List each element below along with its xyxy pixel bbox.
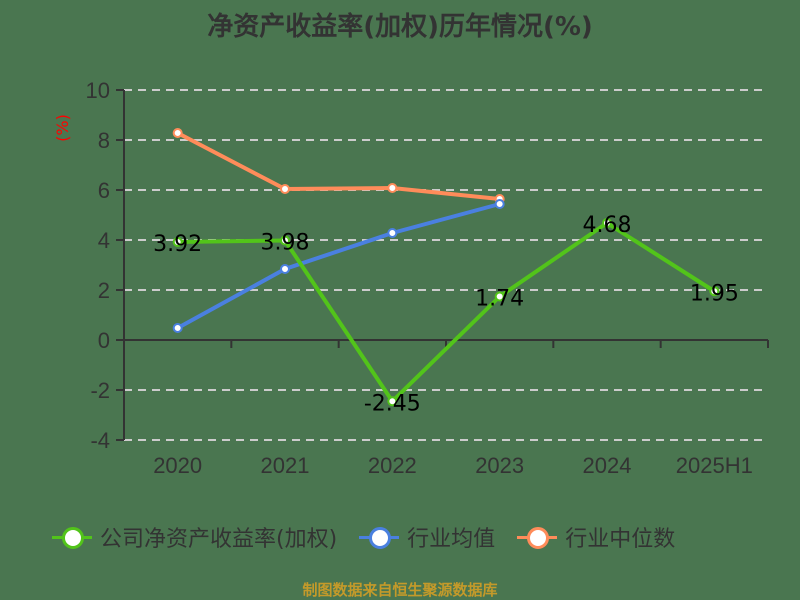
y-tick-label: 0 [98, 328, 110, 353]
data-label: 4.68 [583, 213, 632, 238]
data-label: 1.95 [690, 281, 739, 306]
legend-item-industry-median[interactable]: 行业中位数 [517, 521, 675, 553]
series-line [176, 131, 500, 201]
data-point[interactable] [387, 183, 398, 193]
series-line [177, 220, 716, 405]
y-axis-unit-label: (%) [53, 114, 72, 142]
series-line [176, 202, 501, 330]
x-tick-label: 2023 [475, 453, 524, 478]
y-tick-label: 4 [98, 228, 110, 253]
data-point[interactable] [387, 396, 398, 407]
data-label: -2.45 [364, 391, 421, 416]
legend-item-industry-avg[interactable]: 行业均值 [359, 521, 495, 553]
legend-label: 行业中位数 [565, 527, 676, 552]
data-label: 3.98 [261, 231, 310, 256]
y-tick-label: 6 [98, 178, 110, 203]
data-point[interactable] [280, 184, 290, 194]
data-point[interactable] [172, 323, 183, 333]
x-tick-label: 2021 [261, 453, 310, 478]
data-point[interactable] [709, 286, 720, 297]
y-tick-label: -4 [90, 428, 110, 453]
series-lines [172, 128, 720, 407]
y-tick-label: 8 [98, 128, 110, 153]
data-point[interactable] [387, 228, 398, 238]
y-tick-label: 2 [98, 278, 110, 303]
y-tick-label: -2 [90, 378, 110, 403]
data-point[interactable] [280, 235, 290, 246]
x-tick-label: 2025H1 [676, 453, 753, 478]
chart-title: 净资产收益率(加权)历年情况(%) [207, 12, 593, 42]
data-point[interactable] [172, 237, 183, 247]
legend-marker-icon [52, 523, 92, 551]
x-tick-label: 2020 [153, 453, 202, 478]
y-tick-label: 10 [86, 78, 110, 103]
data-source-note: 制图数据来自恒生聚源数据库 [302, 581, 498, 599]
legend: 公司净资产收益率(加权) 行业均值 行业中位数 [52, 522, 697, 552]
legend-marker-icon [359, 523, 400, 551]
x-tick-label: 2022 [368, 453, 417, 478]
x-tick-label: 2024 [583, 453, 632, 478]
data-point[interactable] [494, 291, 505, 302]
data-label: 3.92 [153, 232, 202, 257]
data-point[interactable] [172, 128, 183, 138]
data-labels: 3.92 3.98 -2.45 1.74 4.68 1.95 [153, 213, 739, 416]
legend-label: 公司净资产收益率(加权) [100, 527, 338, 552]
legend-marker-icon [517, 523, 558, 551]
gridlines [124, 89, 768, 441]
legend-item-company[interactable]: 公司净资产收益率(加权) [52, 521, 337, 553]
data-point[interactable] [602, 218, 612, 228]
axes: 10 8 6 4 2 0 -2 -4 (%) 2020 2021 2022 2023 2024 2025H1 [53, 78, 769, 478]
data-label: 1.74 [475, 287, 524, 312]
data-point[interactable] [494, 199, 505, 209]
data-point[interactable] [280, 264, 290, 274]
legend-label: 行业均值 [407, 527, 496, 552]
